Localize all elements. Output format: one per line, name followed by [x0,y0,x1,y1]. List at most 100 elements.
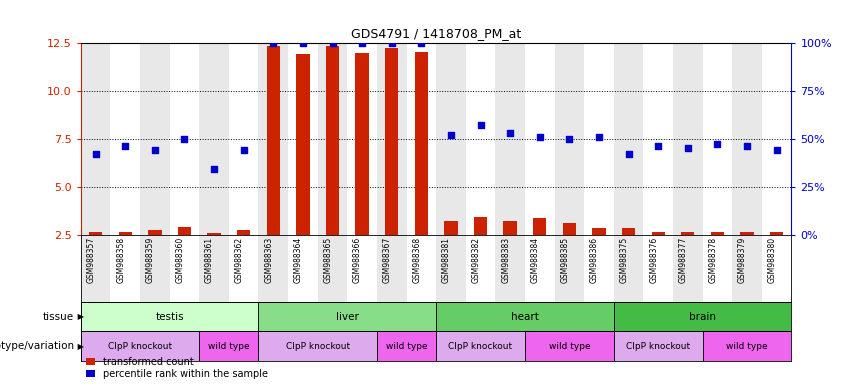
Text: GSM988366: GSM988366 [353,237,363,283]
Point [208,166,221,172]
Bar [288,235,317,302]
Text: tissue: tissue [43,311,74,322]
Point [444,132,458,138]
Bar [377,235,407,302]
Bar [377,331,436,361]
Point [266,40,280,46]
Bar [703,43,732,235]
Point [770,147,784,153]
Bar [208,233,220,235]
Bar [296,54,310,235]
Bar [288,43,317,235]
Bar [474,217,488,235]
Bar [504,221,517,235]
Bar [681,232,694,235]
Bar [465,235,495,302]
Bar [81,43,111,235]
Bar [356,53,368,235]
Text: testis: testis [156,311,184,322]
Bar [495,43,525,235]
Point [503,130,517,136]
Bar [643,235,673,302]
Bar [140,43,169,235]
Bar [525,43,555,235]
Bar [614,302,791,331]
Bar [385,48,398,235]
Bar [563,223,576,235]
Bar [377,43,407,235]
Bar [555,235,584,302]
Bar [614,235,643,302]
Text: GSM988361: GSM988361 [205,237,214,283]
Text: ▶: ▶ [75,312,84,321]
Text: GSM988382: GSM988382 [471,237,481,283]
Bar [199,43,229,235]
Bar [643,43,673,235]
Text: GSM988360: GSM988360 [175,237,185,283]
Point [414,40,428,46]
Bar [266,46,280,235]
Text: liver: liver [336,311,359,322]
Bar [317,43,347,235]
Text: brain: brain [689,311,716,322]
Text: GSM988362: GSM988362 [235,237,243,283]
Bar [89,232,102,235]
Text: GSM988385: GSM988385 [560,237,569,283]
Text: GSM988364: GSM988364 [294,237,303,283]
Text: GSM988358: GSM988358 [117,237,125,283]
Bar [525,331,614,361]
Point [385,40,398,46]
Text: ClpP knockout: ClpP knockout [286,342,350,351]
Bar [111,43,140,235]
Bar [259,43,288,235]
Bar [770,232,783,235]
Bar [178,227,191,235]
Point [740,143,754,149]
Bar [414,52,428,235]
Point [711,141,724,147]
Text: wild type: wild type [386,342,427,351]
Bar [436,235,465,302]
Bar [465,43,495,235]
Bar [762,43,791,235]
Bar [732,43,762,235]
Bar [259,331,377,361]
Bar [555,43,584,235]
Bar [762,235,791,302]
Text: GSM988357: GSM988357 [87,237,95,283]
Text: GSM988375: GSM988375 [620,237,629,283]
Point [474,122,488,128]
Point [622,151,636,157]
Bar [525,235,555,302]
Bar [317,235,347,302]
Text: GSM988363: GSM988363 [265,237,273,283]
Bar [81,302,259,331]
Text: GSM988380: GSM988380 [768,237,777,283]
Bar [444,221,458,235]
Bar [229,43,259,235]
Text: GSM988378: GSM988378 [708,237,717,283]
Point [296,40,310,46]
Bar [148,230,162,235]
Bar [592,228,606,235]
Bar [584,43,614,235]
Legend: transformed count, percentile rank within the sample: transformed count, percentile rank withi… [86,357,268,379]
Point [148,147,162,153]
Text: GSM988359: GSM988359 [146,237,155,283]
Text: wild type: wild type [208,342,249,351]
Bar [740,232,754,235]
Bar [436,331,525,361]
Point [237,147,250,153]
Bar [237,230,250,235]
Point [178,136,191,142]
Text: ClpP knockout: ClpP knockout [448,342,512,351]
Bar [703,331,791,361]
Bar [703,235,732,302]
Bar [81,331,199,361]
Bar [326,46,340,235]
Point [681,145,694,151]
Text: ▶: ▶ [75,342,84,351]
Text: GSM988381: GSM988381 [442,237,451,283]
Bar [169,235,199,302]
Bar [495,235,525,302]
